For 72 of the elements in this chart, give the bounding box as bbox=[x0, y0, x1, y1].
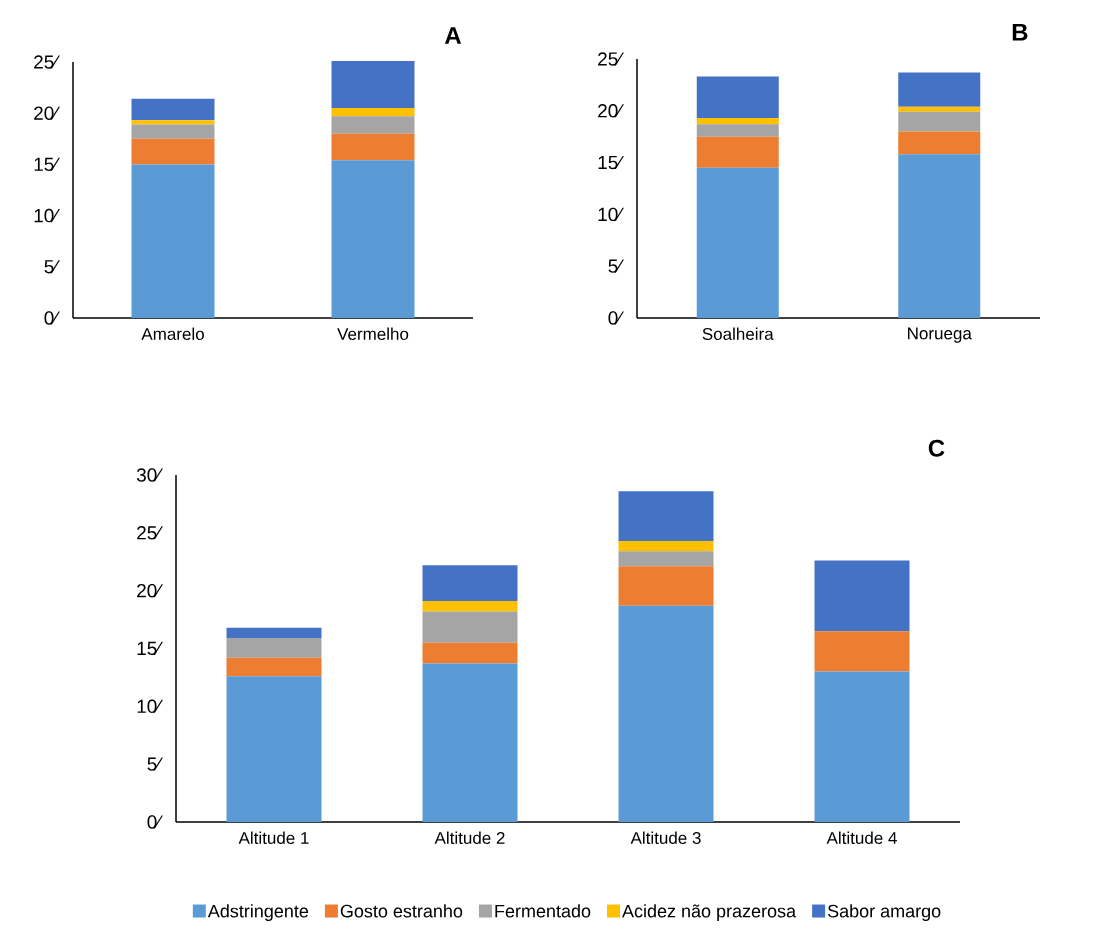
chart-title: C bbox=[928, 439, 945, 457]
bar bbox=[422, 565, 518, 602]
y-tick-label: 5⁄ bbox=[147, 757, 163, 771]
bar bbox=[898, 106, 981, 112]
bar bbox=[131, 164, 215, 318]
bar bbox=[898, 72, 981, 107]
bar bbox=[131, 98, 215, 121]
x-tick-label: Altitude 2 bbox=[434, 831, 505, 845]
y-tick-label: 0⁄ bbox=[608, 311, 624, 325]
y-tick-label: 0⁄ bbox=[147, 815, 163, 829]
y-tick-label: 20⁄ bbox=[137, 583, 163, 598]
bar bbox=[422, 611, 518, 643]
bar bbox=[131, 138, 215, 165]
bar bbox=[226, 638, 322, 658]
y-tick-label: 25⁄ bbox=[137, 526, 163, 540]
bar bbox=[226, 627, 322, 639]
y-tick-label: 10⁄ bbox=[137, 699, 163, 714]
bar bbox=[131, 120, 215, 125]
y-tick-label: 5⁄ bbox=[44, 260, 60, 274]
legend-label: Sabor amargo bbox=[827, 904, 941, 922]
y-tick-label: 15⁄ bbox=[598, 155, 624, 170]
legend-label: Acidez não prazerosa bbox=[622, 904, 797, 922]
bar bbox=[814, 560, 910, 632]
y-tick-label: 20⁄ bbox=[34, 106, 60, 120]
x-tick-label: Altitude 1 bbox=[238, 831, 309, 845]
legend-label: Fermentado bbox=[495, 904, 591, 918]
y-tick-label: 5⁄ bbox=[608, 259, 624, 273]
bar bbox=[814, 631, 910, 672]
bar bbox=[331, 116, 415, 134]
bar bbox=[422, 601, 518, 612]
bar bbox=[898, 111, 981, 132]
legend-label: Gosto estranho bbox=[340, 904, 463, 918]
bar bbox=[331, 108, 415, 117]
y-tick-label: 10⁄ bbox=[598, 207, 624, 222]
y-tick-label: 20⁄ bbox=[598, 104, 624, 118]
bar bbox=[422, 642, 518, 664]
bar bbox=[226, 676, 322, 822]
bar bbox=[331, 160, 415, 318]
chart-title: A bbox=[444, 27, 462, 44]
y-tick-label: 15⁄ bbox=[137, 641, 163, 656]
bar bbox=[618, 540, 714, 552]
bar bbox=[331, 60, 415, 109]
y-tick-label: 0⁄ bbox=[44, 311, 60, 325]
y-tick-label: 25⁄ bbox=[598, 52, 624, 66]
x-tick-label: Amarelo bbox=[141, 327, 204, 341]
x-tick-label: Altitude 4 bbox=[826, 831, 897, 845]
bar bbox=[226, 657, 322, 677]
bar bbox=[618, 605, 714, 822]
x-tick-label: Altitude 3 bbox=[630, 831, 701, 845]
bar bbox=[898, 131, 981, 155]
chart-title: B bbox=[1012, 24, 1028, 41]
bar bbox=[331, 133, 415, 161]
bar bbox=[696, 167, 779, 318]
bar bbox=[131, 124, 215, 139]
x-tick-label: Soalheira bbox=[702, 327, 774, 341]
bar bbox=[696, 136, 779, 168]
legend-label: Adstringente bbox=[207, 904, 309, 922]
bar bbox=[422, 663, 518, 822]
y-tick-label: 10⁄ bbox=[34, 208, 60, 223]
bar bbox=[618, 566, 714, 606]
y-tick-label: 30⁄ bbox=[136, 468, 163, 482]
bar bbox=[814, 671, 910, 822]
bar bbox=[898, 154, 981, 318]
y-tick-label: 15⁄ bbox=[34, 157, 60, 172]
bar bbox=[696, 76, 779, 119]
bar bbox=[696, 124, 779, 137]
x-tick-label: Noruega bbox=[908, 327, 972, 343]
bar bbox=[696, 118, 779, 125]
bar bbox=[618, 491, 714, 541]
bar bbox=[618, 551, 714, 567]
x-tick-label: Vermelho bbox=[337, 327, 409, 341]
y-tick-label: 25⁄ bbox=[34, 55, 60, 69]
